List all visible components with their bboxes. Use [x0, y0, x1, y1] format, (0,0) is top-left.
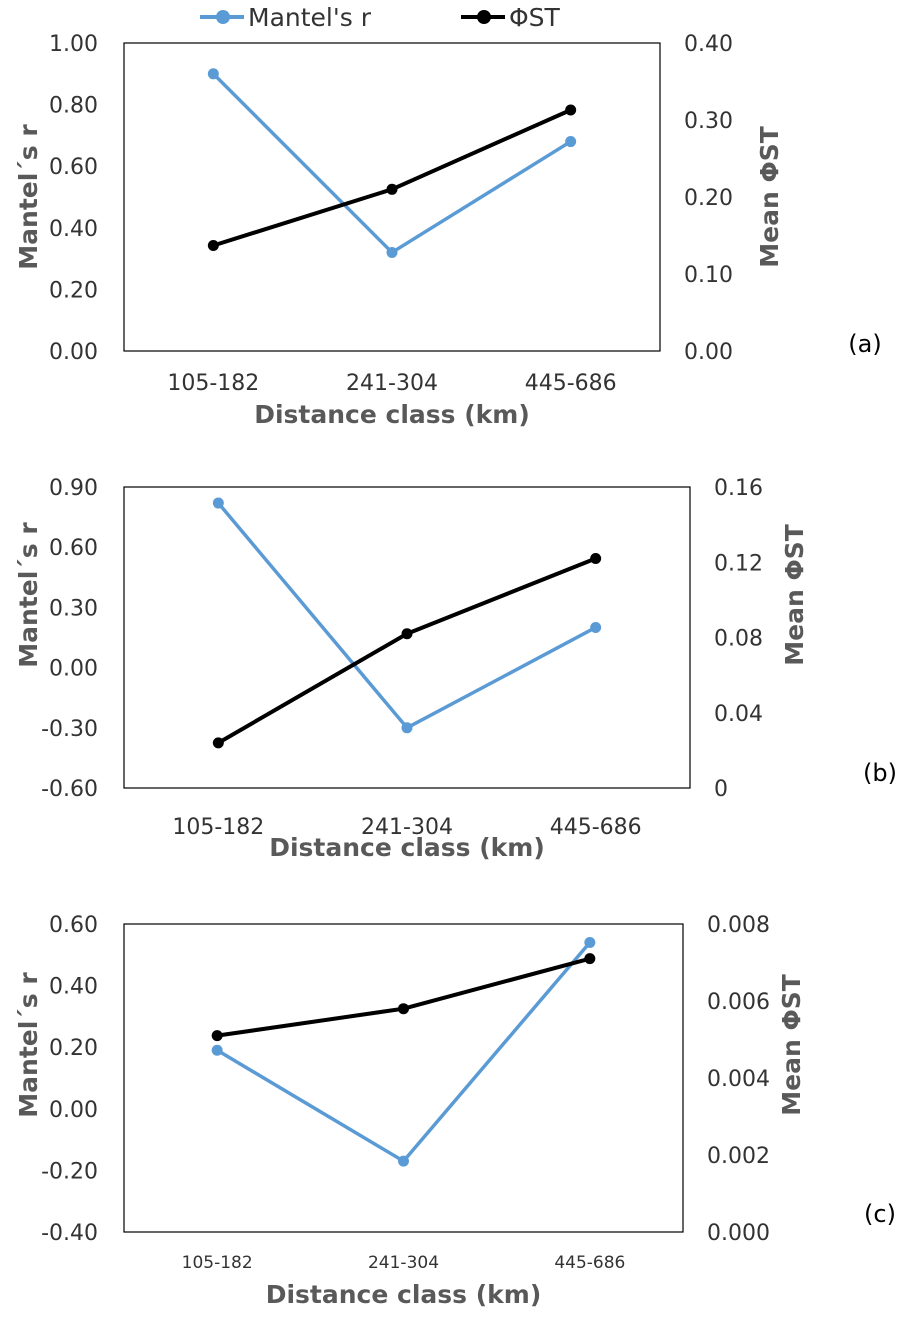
- y-tick-label-right: 0.12: [714, 551, 763, 576]
- x-tick-label: 445-686: [525, 371, 617, 396]
- data-point: [207, 68, 219, 80]
- y-tick-label-left: 0.90: [49, 476, 98, 501]
- legend-swatch-phist: [461, 10, 505, 24]
- x-tick-label: 105-182: [172, 815, 264, 840]
- y-tick-label-right: 0.40: [684, 32, 733, 57]
- data-point: [565, 136, 577, 148]
- y-tick-label-left: -0.30: [41, 717, 98, 742]
- y-tick-label-left: 0.80: [49, 94, 98, 119]
- legend-item-mantel: Mantel's r: [200, 3, 371, 32]
- legend-label-phist: ΦST: [509, 2, 560, 32]
- data-point: [590, 552, 602, 564]
- y-tick-label-right: 0.008: [707, 913, 770, 938]
- series-line-1: [217, 556, 597, 745]
- panel-label: (c): [864, 1200, 896, 1228]
- y-axis-label-right: Mean ΦST: [777, 974, 806, 1116]
- plot-area-frame: [123, 42, 661, 352]
- data-point: [398, 1003, 409, 1015]
- data-point: [401, 722, 413, 734]
- x-axis-label: Distance class (km): [269, 833, 545, 862]
- chart-panel-1: -0.60 -0.30 0.00 0.30 0.60 0.90 0 0.04 0.08 0.12 0…: [14, 476, 897, 862]
- y-tick-label-left: 0.60: [49, 536, 98, 561]
- x-tick-label: 445-686: [550, 815, 642, 840]
- x-tick-label: 241-304: [368, 1253, 439, 1273]
- chart-panel-0: 0.00 0.20 0.40 0.60 0.80 1.00 0.00 0.10 0.20 0.30…: [14, 32, 882, 429]
- y-tick-label-right: 0.20: [684, 186, 733, 211]
- legend: Mantel's r ΦST: [200, 0, 650, 34]
- y-tick-label-left: 0.20: [49, 278, 98, 303]
- y-tick-label-left: -0.20: [41, 1159, 98, 1184]
- y-tick-label-right: 0.30: [684, 109, 733, 134]
- panel-label: (b): [863, 759, 897, 787]
- data-point: [398, 1155, 409, 1167]
- data-point: [211, 1044, 223, 1056]
- data-point: [401, 628, 413, 640]
- x-tick-label: 105-182: [167, 371, 259, 396]
- y-tick-label-right: 0.006: [707, 990, 770, 1015]
- y-tick-label-right: 0.08: [714, 627, 763, 652]
- data-point: [386, 183, 398, 195]
- y-tick-label-left: 0.00: [49, 340, 98, 365]
- y-tick-label-left: -0.60: [41, 777, 98, 802]
- y-tick-label-left: 0.00: [49, 1098, 98, 1123]
- legend-item-phist: ΦST: [461, 3, 560, 32]
- plot-area-frame: [123, 923, 684, 1233]
- y-axis-label-right: Mean ΦST: [755, 126, 784, 268]
- y-tick-label-right: 0.004: [707, 1067, 770, 1092]
- x-tick-label: 445-686: [554, 1253, 625, 1273]
- y-tick-label-left: 0.40: [49, 217, 98, 242]
- x-tick-label: 241-304: [361, 815, 453, 840]
- data-point: [211, 1030, 223, 1042]
- y-tick-label-right: 0.002: [707, 1144, 770, 1169]
- y-tick-label-right: 0.10: [684, 263, 733, 288]
- y-tick-label-right: 0.00: [684, 340, 733, 365]
- y-tick-label-left: 0.40: [49, 975, 98, 1000]
- data-point: [207, 240, 219, 252]
- legend-label-mantel: Mantel's r: [248, 2, 371, 32]
- y-tick-label-left: 1.00: [49, 32, 98, 57]
- y-axis-label-left: Mantel´s r: [14, 522, 43, 668]
- panel-label: (a): [848, 330, 881, 358]
- y-axis-label-left: Mantel´s r: [14, 972, 43, 1118]
- y-tick-label-left: -0.40: [41, 1221, 98, 1246]
- data-point: [590, 621, 602, 633]
- x-tick-label: 105-182: [182, 1253, 253, 1273]
- y-axis-label-left: Mantel´s r: [14, 124, 43, 270]
- y-tick-label-right: 0.16: [714, 476, 763, 501]
- y-tick-label-right: 0.000: [707, 1221, 770, 1246]
- data-point: [386, 246, 398, 258]
- x-axis-label: Distance class (km): [266, 1280, 542, 1309]
- plot-area-frame: [123, 486, 691, 789]
- series-line-0: [212, 72, 572, 255]
- data-point: [584, 936, 596, 948]
- legend-swatch-mantel: [200, 10, 244, 24]
- series-line-1: [216, 956, 591, 1038]
- series-line-0: [216, 501, 597, 730]
- y-tick-label-right: 0.04: [714, 702, 763, 727]
- y-tick-label-left: 0.00: [49, 657, 98, 682]
- data-point: [584, 953, 596, 965]
- y-axis-label-right: Mean ΦST: [780, 524, 809, 666]
- y-tick-label-left: 0.60: [49, 155, 98, 180]
- data-point: [565, 104, 577, 116]
- y-tick-label-left: 0.20: [49, 1036, 98, 1061]
- data-point: [212, 737, 224, 749]
- x-tick-label: 241-304: [346, 371, 438, 396]
- chart-panel-2: -0.40 -0.20 0.00 0.20 0.40 0.60 0.000 0.002 0.00…: [14, 913, 896, 1309]
- series-line-1: [212, 108, 572, 248]
- x-axis-label: Distance class (km): [254, 400, 530, 429]
- y-tick-label-left: 0.30: [49, 596, 98, 621]
- y-tick-label-left: 0.60: [49, 913, 98, 938]
- y-tick-label-right: 0: [714, 777, 728, 802]
- data-point: [212, 497, 224, 509]
